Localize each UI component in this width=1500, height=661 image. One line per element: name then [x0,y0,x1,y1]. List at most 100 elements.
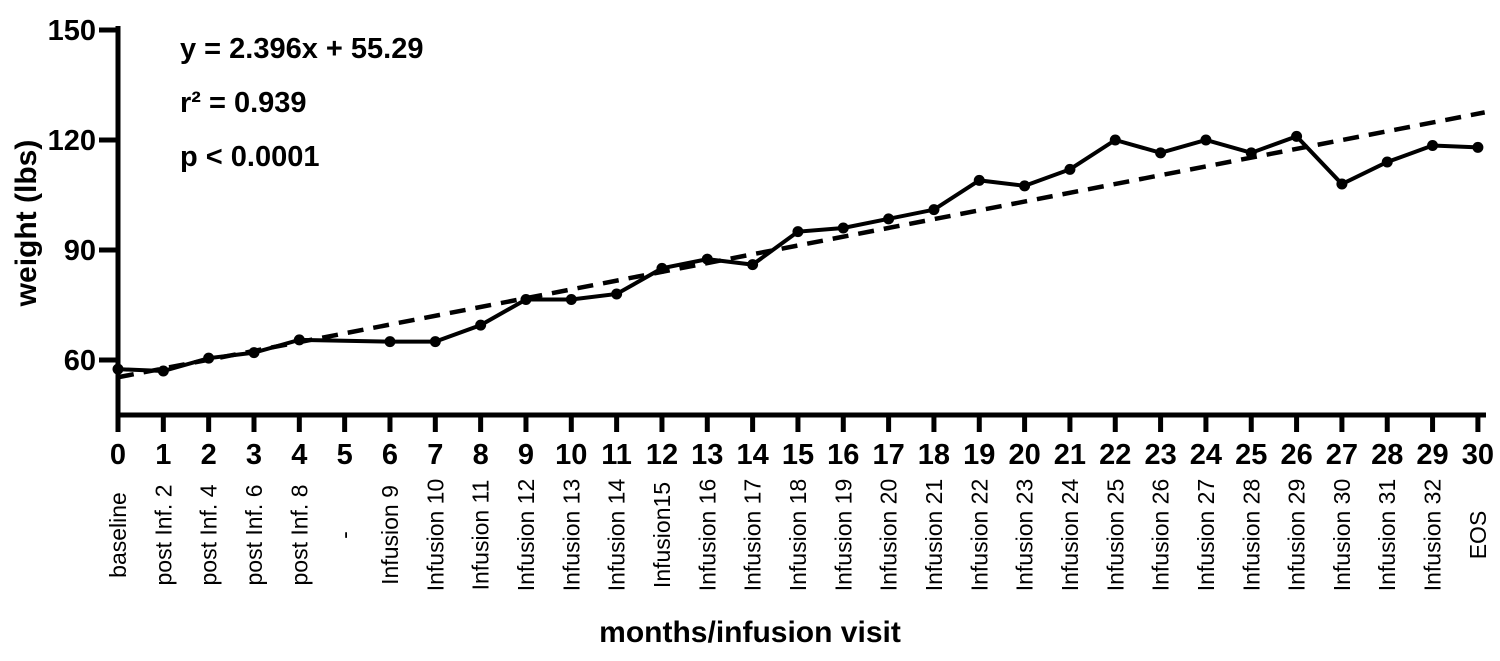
data-point [656,262,668,274]
data-point [1245,147,1257,159]
data-point [701,253,713,265]
x-tick-label: 6 [382,439,398,471]
y-axis-title: weight (lbs) [10,139,43,307]
x-tick-label: 9 [518,439,534,471]
y-tick-label: 90 [64,235,96,267]
visit-label: Infusion 13 [558,479,584,592]
x-tick-label: 19 [963,439,995,471]
x-tick-label: 21 [1054,439,1086,471]
visit-label: Infusion 17 [740,479,766,592]
visit-label: Infusion 25 [1102,479,1128,592]
x-tick-label: 11 [601,439,632,471]
visit-label: Infusion 23 [1012,479,1038,592]
data-point [1381,156,1393,168]
data-point [1427,140,1439,151]
x-tick-label: 1 [155,439,171,471]
visit-label: post Inf. 8 [286,484,312,585]
visit-label: Infusion 11 [468,480,494,591]
visit-label: post Inf. 4 [196,484,222,585]
data-point [928,204,940,216]
data-point [520,294,532,305]
visit-label: Infusion 14 [604,479,630,592]
x-tick-label: 24 [1190,439,1222,471]
visit-label: post Inf. 6 [241,484,267,585]
x-tick-label: 16 [827,439,859,471]
data-point [747,259,759,271]
x-tick-label: 0 [110,439,126,471]
visit-label: Infusion 27 [1193,479,1219,592]
x-tick-label: 3 [246,439,262,471]
visit-label: Infusion 26 [1148,479,1174,592]
x-tick-label: 17 [872,439,904,471]
data-point [565,294,577,305]
visit-label: Infusion 12 [513,479,539,592]
data-point [883,213,895,225]
visit-label: Infusion 9 [377,485,403,585]
x-tick-label: 7 [427,439,443,471]
visit-label: EOS [1465,511,1491,560]
x-tick-label: 22 [1099,439,1131,471]
x-tick-label: 27 [1326,439,1358,471]
visit-label: Infusion 19 [830,479,856,592]
visit-label: Infusion 32 [1420,479,1446,592]
x-tick-label: 28 [1371,439,1403,471]
data-point [1291,130,1303,142]
x-tick-label: 2 [201,439,217,471]
x-tick-label: 10 [555,439,587,471]
x-tick-label: 26 [1280,439,1312,471]
x-tick-label: 4 [291,439,307,471]
x-tick-label: 14 [736,439,768,471]
x-tick-label: 5 [337,439,353,471]
x-tick-label: 20 [1008,439,1040,471]
x-tick-label: 13 [691,439,723,471]
r-squared-value: r² = 0.939 [180,87,307,119]
data-point [1472,141,1484,153]
regression-annotation: y = 2.396x + 55.29 r² = 0.939 p < 0.0001 [180,22,424,184]
y-tick-label: 120 [48,125,96,157]
visit-label: Infusion 20 [876,479,902,592]
visit-label: Infusion 29 [1284,479,1310,592]
visit-label: Infusion 16 [694,479,720,592]
visit-label: Infusion15 [649,482,675,588]
data-point [248,347,260,359]
x-tick-label: 8 [473,439,489,471]
data-point [611,288,623,300]
visit-label: Infusion 22 [966,479,992,592]
x-tick-label: 25 [1235,439,1267,471]
visit-label: baseline [105,492,131,578]
data-point [792,226,804,238]
y-tick-label: 150 [48,15,96,47]
data-point [203,352,215,364]
data-point [1019,180,1031,192]
data-point [1064,163,1076,175]
data-point [1109,134,1121,146]
x-tick-label: 23 [1144,439,1176,471]
x-axis-title: months/infusion visit [599,616,901,649]
x-tick-label: 29 [1416,439,1448,471]
data-point [475,319,487,331]
p-value: p < 0.0001 [180,141,320,173]
x-tick-label: 18 [918,439,950,471]
visit-label: Infusion 18 [785,479,811,592]
data-point [1155,147,1167,159]
data-point [973,174,985,186]
visit-label: Infusion 10 [422,479,448,592]
visit-label: - [332,531,358,539]
data-point [1336,178,1348,190]
x-tick-label: 15 [782,439,814,471]
data-point [157,365,169,377]
data-point [429,336,441,348]
regression-equation: y = 2.396x + 55.29 [180,33,424,65]
x-tick-label: 12 [646,439,678,471]
y-tick-label: 60 [64,345,96,377]
data-point [837,222,849,234]
visit-label: Infusion 31 [1374,479,1400,592]
visit-label: Infusion 30 [1329,479,1355,592]
data-point [384,336,396,348]
visit-label: Infusion 24 [1057,479,1083,592]
visit-label: Infusion 21 [921,479,947,592]
weight-line [117,134,1478,374]
x-tick-label: 30 [1462,439,1494,471]
visit-label: post Inf. 2 [150,484,176,585]
